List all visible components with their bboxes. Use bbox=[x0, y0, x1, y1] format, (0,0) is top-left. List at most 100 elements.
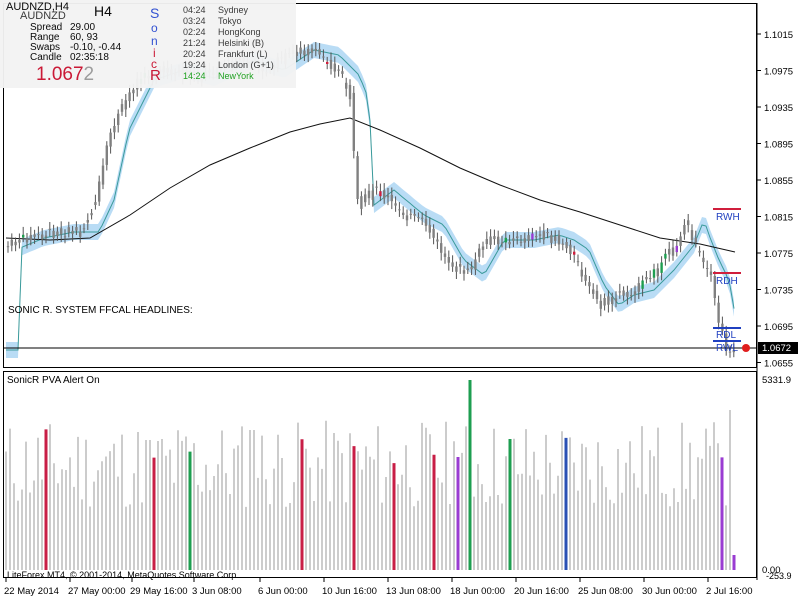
session-time: 14:24 bbox=[183, 71, 206, 81]
candle bbox=[660, 256, 663, 281]
candle bbox=[90, 209, 93, 220]
session-name: Tokyo bbox=[218, 16, 242, 26]
candle bbox=[22, 226, 25, 243]
candle bbox=[52, 224, 55, 244]
candle bbox=[717, 295, 720, 330]
candle bbox=[447, 250, 450, 271]
candle bbox=[48, 222, 51, 237]
candle bbox=[557, 230, 561, 251]
candle bbox=[94, 194, 97, 210]
time-axis-label: 18 Jun 00:00 bbox=[450, 586, 505, 597]
candle bbox=[375, 180, 378, 195]
bid-price-tail: 2 bbox=[83, 64, 95, 85]
candle bbox=[299, 41, 302, 60]
candle bbox=[82, 223, 86, 234]
rwl-label: RWL bbox=[716, 343, 738, 354]
candle bbox=[128, 84, 131, 108]
time-axis-label: 25 Jun 08:00 bbox=[578, 586, 633, 597]
candle bbox=[694, 230, 697, 248]
candle bbox=[67, 221, 70, 238]
candle bbox=[402, 206, 405, 220]
session-time: 03:24 bbox=[183, 16, 206, 26]
candle bbox=[698, 246, 701, 257]
candle bbox=[326, 56, 329, 70]
candle bbox=[455, 261, 458, 279]
symbol-tab[interactable]: AUDNZD,H4 bbox=[6, 1, 69, 13]
candle bbox=[398, 202, 401, 217]
sonic-letter-c: c bbox=[151, 57, 157, 71]
candle bbox=[675, 238, 678, 257]
candle bbox=[652, 263, 656, 285]
candle bbox=[303, 44, 306, 61]
candle bbox=[37, 226, 40, 240]
candle bbox=[595, 284, 599, 304]
rdh-label: RDH bbox=[716, 276, 738, 287]
candle bbox=[356, 151, 359, 205]
candle bbox=[86, 213, 89, 230]
candle bbox=[565, 237, 568, 253]
candle bbox=[485, 231, 488, 249]
candle bbox=[101, 158, 105, 190]
time-axis-label: 2 Jul 16:00 bbox=[706, 586, 752, 597]
candle bbox=[345, 77, 348, 97]
candle bbox=[519, 235, 523, 247]
candle bbox=[683, 219, 686, 240]
session-name: London (G+1) bbox=[218, 60, 274, 70]
spread-label: Spread bbox=[30, 22, 63, 33]
candle-value: 02:35:18 bbox=[70, 52, 109, 63]
time-axis-label: 20 Jun 16:00 bbox=[514, 586, 569, 597]
candle bbox=[516, 231, 519, 245]
candle bbox=[394, 196, 397, 212]
candle bbox=[728, 345, 732, 358]
sonic-letter-i: i bbox=[153, 46, 156, 60]
candle bbox=[569, 239, 572, 260]
candle bbox=[611, 292, 614, 312]
bid-price-main: 1.067 bbox=[36, 64, 84, 85]
symbol-overlay: AUDNZD bbox=[20, 10, 66, 22]
candle bbox=[500, 235, 504, 248]
candle bbox=[440, 236, 443, 261]
candle bbox=[451, 255, 454, 272]
candle bbox=[626, 285, 629, 305]
candle-label: Candle bbox=[30, 52, 62, 63]
candle bbox=[592, 283, 595, 299]
candle bbox=[656, 263, 659, 283]
candle bbox=[341, 66, 344, 78]
candle bbox=[348, 79, 352, 107]
candle bbox=[322, 49, 325, 62]
candle bbox=[531, 227, 534, 247]
candle bbox=[584, 267, 587, 286]
candle bbox=[462, 265, 466, 281]
price-axis-label: 1.0695 bbox=[764, 322, 793, 333]
candle bbox=[599, 294, 602, 317]
current-price-box bbox=[758, 342, 798, 354]
sonic-letter-n: n bbox=[151, 34, 158, 48]
range-value: 60, 93 bbox=[70, 32, 98, 43]
candle bbox=[614, 291, 618, 308]
candle bbox=[295, 44, 298, 62]
candle bbox=[546, 228, 549, 239]
indicator-window-frame bbox=[3, 371, 757, 578]
candle bbox=[470, 261, 473, 275]
candle bbox=[576, 254, 580, 267]
candle bbox=[409, 208, 412, 220]
candle bbox=[417, 212, 420, 222]
session-name: Sydney bbox=[218, 5, 249, 15]
sonic-letter-r: R bbox=[150, 67, 161, 84]
indicator-axis-max: 5331.9 bbox=[762, 375, 791, 386]
candle bbox=[573, 245, 576, 263]
time-axis-label: 27 May 00:00 bbox=[68, 586, 126, 597]
candle bbox=[641, 275, 644, 297]
price-axis-label: 1.0935 bbox=[764, 103, 793, 114]
candle bbox=[421, 212, 424, 225]
candle bbox=[687, 214, 690, 233]
candle bbox=[6, 241, 10, 253]
candle bbox=[588, 276, 591, 294]
candle bbox=[630, 288, 633, 301]
price-axis-label: 1.0735 bbox=[764, 286, 793, 297]
candle bbox=[337, 65, 340, 77]
candle bbox=[105, 141, 108, 171]
candle bbox=[550, 230, 553, 249]
candle bbox=[424, 211, 428, 232]
